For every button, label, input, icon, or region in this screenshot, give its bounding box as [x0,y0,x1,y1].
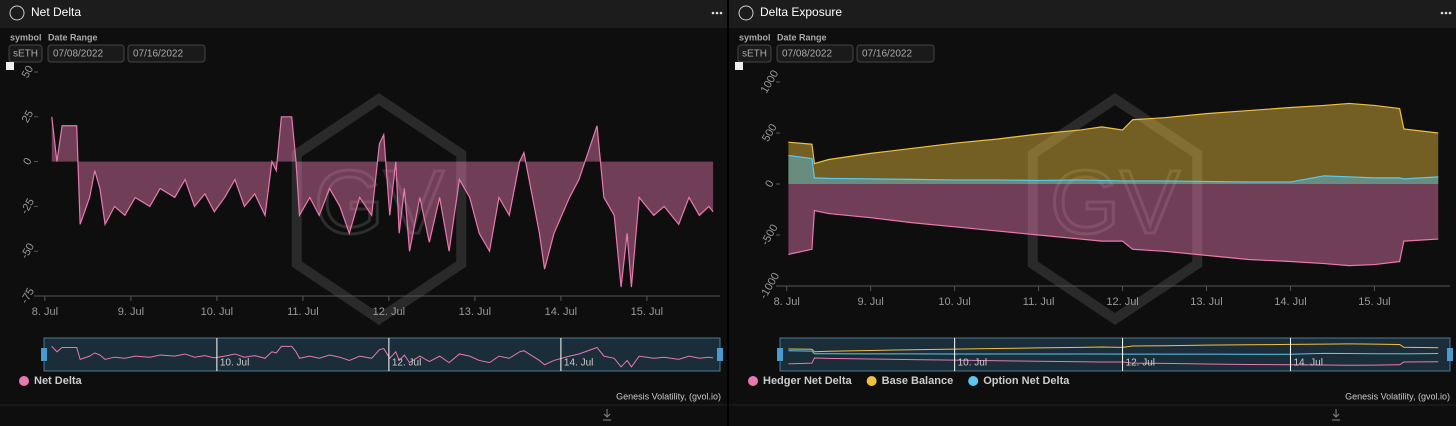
input-box [856,44,935,63]
watermark: GV [1050,153,1180,253]
x-tick-label: 13. Jul [459,306,491,318]
area-line [788,209,1439,267]
legend-entry: Base Balance [882,375,954,387]
symbol-value: sETH [742,49,767,60]
area-line [788,154,1439,183]
date-to: 07/16/2022 [133,49,183,60]
filter-label: Date Range [48,32,98,42]
x-tick-label: 15. Jul [1358,296,1390,308]
navigator-handle[interactable] [41,348,47,361]
legend-entry: Hedger Net Delta [763,375,853,387]
filter-label: symbol [739,32,771,42]
logo-icon [9,5,25,21]
watermark-hexagon [291,92,467,326]
x-tick-label: 11. Jul [287,306,319,318]
navigator-tick-label: 14. Jul [564,358,593,369]
navigator-handle[interactable] [717,348,723,361]
input-box [127,44,206,63]
x-tick-label: 12. Jul [373,306,405,318]
watermark-hexagon [1027,92,1203,326]
download-icon[interactable] [1332,409,1341,421]
panel-title: Delta Exposure [760,5,842,19]
x-tick-label: 15. Jul [631,306,663,318]
navigator-tick-label: 12. Jul [1126,358,1155,369]
legend-swatch [19,376,29,386]
legend-swatch [748,376,758,386]
navigator-line [51,345,714,368]
watermark: GV [314,153,444,253]
x-tick-label: 8. Jul [32,306,58,318]
filter-label: Date Range [777,32,827,42]
legend-entry: Net Delta [34,375,83,387]
y-tick-label: 0 [763,178,776,189]
menu-dot [1440,11,1444,15]
area [51,116,714,288]
date-from: 07/08/2022 [782,49,832,60]
input-box [776,44,854,63]
expand-button[interactable] [735,62,743,70]
symbol-value: sETH [13,49,38,60]
legend-entry: Option Net Delta [983,375,1070,387]
area [788,155,1439,184]
logo-icon [738,5,754,21]
navigator-tick-label: 10. Jul [958,358,987,369]
navigator-handle[interactable] [777,348,783,361]
credit: Genesis Volatility, (gvol.io) [1345,391,1450,401]
menu-dot [719,11,723,15]
y-tick-label: 25 [20,108,37,125]
date-to: 07/16/2022 [862,49,912,60]
x-tick-label: 14. Jul [545,306,577,318]
legend-swatch [968,376,979,386]
input-box [8,44,43,63]
x-tick-label: 10. Jul [938,296,970,308]
x-tick-label: 10. Jul [201,306,233,318]
input-box [737,44,772,63]
input-box [47,44,125,63]
panel-header [0,0,727,28]
x-tick-label: 9. Jul [858,296,884,308]
navigator [43,337,721,372]
area [788,184,1439,266]
navigator-tick-label: 10. Jul [220,358,249,369]
area [788,103,1439,184]
navigator-handle[interactable] [1447,348,1453,361]
area-line [51,116,714,288]
area-line [788,102,1439,165]
panel: Net Delta symbol Date Range sETH 07/08/2022 0… [0,0,727,426]
x-tick-label: 13. Jul [1190,296,1222,308]
x-tick-label: 11. Jul [1023,296,1055,308]
panel-title: Net Delta [31,5,81,19]
panel: Delta Exposure symbol Date Range sETH 07/08/… [729,0,1456,426]
y-tick-label: 50 [20,64,37,81]
x-tick-label: 12. Jul [1106,296,1138,308]
menu-dot [1448,11,1452,15]
expand-button[interactable] [6,62,14,70]
filter-label: symbol [10,32,42,42]
date-from: 07/08/2022 [53,49,103,60]
download-icon[interactable] [603,409,612,421]
credit: Genesis Volatility, (gvol.io) [616,391,721,401]
navigator-tick-label: 14. Jul [1293,358,1322,369]
panel-header [729,0,1456,28]
legend-swatch [866,376,877,386]
x-tick-label: 8. Jul [774,296,800,308]
x-tick-label: 14. Jul [1274,296,1306,308]
y-tick-label: 0 [21,156,34,167]
x-tick-label: 9. Jul [118,306,144,318]
menu-dot [711,11,715,15]
menu-dot [715,11,719,15]
menu-dot [1444,11,1448,15]
navigator-tick-label: 12. Jul [392,358,421,369]
